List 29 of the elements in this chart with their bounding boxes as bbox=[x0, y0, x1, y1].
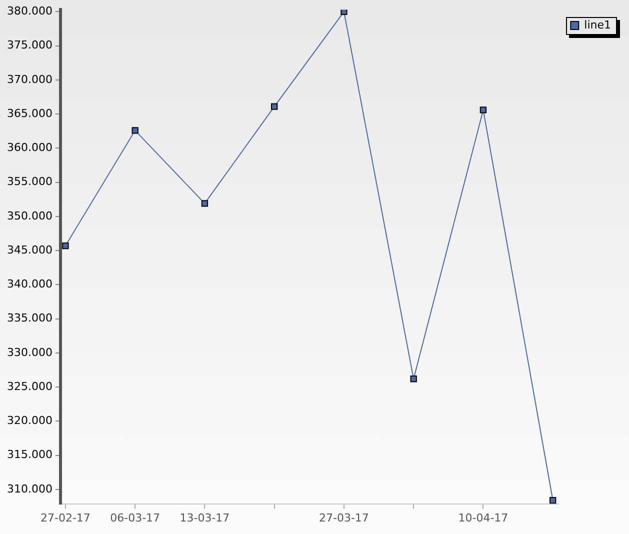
y-tick-label: 355.000 bbox=[6, 175, 52, 188]
y-tick-label: 310.000 bbox=[6, 482, 52, 496]
point bbox=[410, 376, 417, 382]
point bbox=[271, 103, 278, 110]
y-tick-label: 325.000 bbox=[6, 380, 52, 393]
y-tick-label: 345.000 bbox=[6, 243, 52, 256]
x-tick-label: 13-03-17 bbox=[180, 511, 230, 524]
point bbox=[201, 200, 208, 207]
y-tick-label: 365.000 bbox=[6, 106, 52, 120]
y-tick-label: 375.000 bbox=[6, 38, 52, 52]
point bbox=[550, 497, 556, 504]
y-tick-label: 320.000 bbox=[6, 414, 52, 428]
point bbox=[62, 242, 69, 250]
y-tick-label: 340.000 bbox=[6, 278, 52, 291]
legend-label: line1 bbox=[584, 18, 612, 32]
y-tick-label: 330.000 bbox=[6, 346, 52, 359]
point bbox=[480, 106, 487, 114]
y-tick-label: 370.000 bbox=[6, 72, 52, 86]
y-tick-label: 315.000 bbox=[6, 448, 52, 462]
point bbox=[340, 10, 348, 15]
x-tick-label: 27-02-17 bbox=[40, 511, 90, 524]
x-tick-label: 27-03-17 bbox=[319, 511, 369, 524]
x-tick-label: 06-03-17 bbox=[110, 511, 160, 524]
x-tick-label: 10-04-17 bbox=[458, 511, 508, 524]
y-tick-label: 360.000 bbox=[6, 141, 52, 154]
point bbox=[132, 127, 138, 134]
y-tick-label: 350.000 bbox=[6, 209, 52, 222]
y-tick-label: 335.000 bbox=[6, 312, 52, 325]
y-tick-label: 380.000 bbox=[6, 4, 52, 18]
